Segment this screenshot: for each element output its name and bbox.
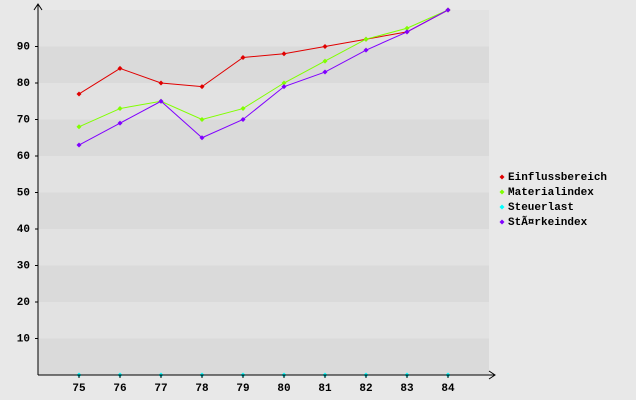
plot-band [38,192,489,229]
plot-band [38,229,489,266]
data-point [281,84,287,90]
data-point [240,106,246,112]
x-axis-arrow [488,370,496,380]
series-line [78,9,449,95]
plot-band [38,46,489,83]
data-point [76,124,82,130]
x-tick-label: 81 [318,383,332,395]
x-tick-label: 84 [441,383,455,395]
series-line [78,9,449,128]
legend-label: StÃ¤rkeindex [508,215,588,229]
legend-marker [499,219,505,225]
series-line [78,9,449,146]
plot-band [38,119,489,156]
data-point [199,84,205,90]
x-tick-label: 79 [236,383,249,395]
data-point [363,47,369,53]
legend-label: Steuerlast [508,202,574,214]
data-point [363,36,369,42]
x-tick-label: 82 [359,383,372,395]
y-tick-label: 20 [17,297,30,309]
plot-band [38,156,489,193]
data-point [240,54,246,60]
y-tick-label: 40 [17,224,30,236]
x-tick-label: 76 [113,383,126,395]
data-point [117,65,123,71]
x-tick-label: 83 [400,383,414,395]
y-tick-label: 70 [17,114,30,126]
plot-band [38,302,489,339]
data-point [199,117,205,122]
y-tick-label: 80 [17,78,30,90]
data-point [158,98,164,104]
legend-marker [499,204,505,210]
plot-band [38,338,489,375]
y-tick-label: 90 [17,41,30,53]
data-point [322,58,328,64]
x-tick-label: 77 [154,383,167,395]
data-point [404,25,410,31]
data-point [158,80,164,86]
data-point [445,7,451,13]
data-point [117,120,123,126]
legend-marker [499,174,505,180]
data-point [281,51,287,57]
y-axis-arrow [33,3,43,11]
x-tick-label: 80 [277,383,290,395]
data-point [76,91,82,97]
data-point [199,135,205,141]
data-point [281,80,287,86]
data-point [117,106,123,112]
y-tick-label: 30 [17,260,30,272]
data-point [76,142,82,148]
data-point [322,44,328,49]
plot-band [38,83,489,120]
legend-marker [499,189,505,195]
plot-band [38,265,489,302]
plot-band [38,10,489,47]
data-point [404,29,410,35]
y-tick-label: 10 [17,333,30,345]
y-tick-label: 50 [17,187,30,199]
data-point [322,69,328,75]
legend-label: Einflussbereich [508,172,607,184]
x-tick-label: 75 [72,383,86,395]
legend-label: Materialindex [508,187,594,199]
x-tick-label: 78 [195,383,209,395]
data-point [240,117,246,122]
y-tick-label: 60 [17,151,30,163]
